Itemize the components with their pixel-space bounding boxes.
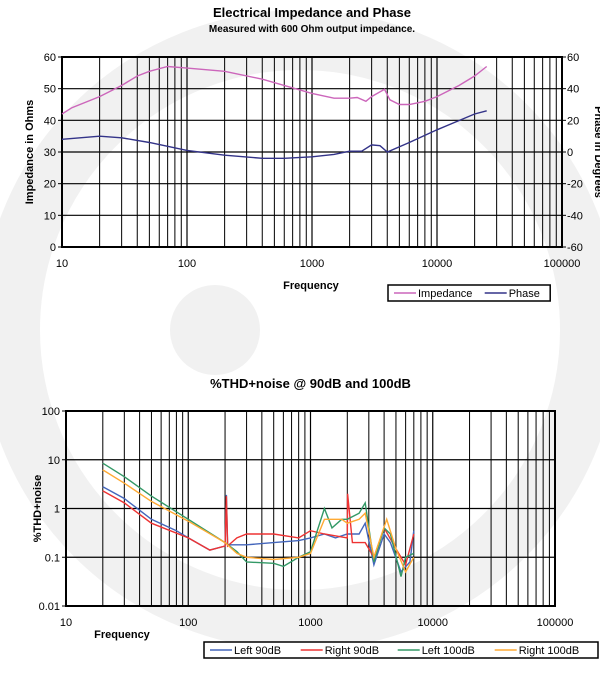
legend: Left 90dB Right 90dB Left 100dB Right 100dB — [203, 641, 599, 659]
legend-entry: Impedance — [418, 288, 472, 300]
x-tick-label: 10 — [56, 258, 68, 270]
y2-tick-label: 0 — [567, 147, 573, 159]
x-axis-label: Frequency — [283, 280, 340, 292]
y-tick-label: 30 — [44, 147, 56, 159]
y-tick-label: 0.1 — [45, 552, 60, 564]
y-tick-label: 40 — [44, 115, 56, 127]
chart-title: %THD+noise @ 90dB and 100dB — [210, 376, 411, 391]
plot-area — [61, 56, 563, 248]
y2-tick-label: -60 — [567, 242, 583, 254]
legend-entry: Phase — [509, 288, 540, 300]
y-tick-label: 0 — [50, 242, 56, 254]
plot-area — [65, 410, 556, 607]
chart-subtitle: Measured with 600 Ohm output impedance. — [209, 24, 415, 35]
series-line-phase — [61, 110, 487, 160]
x-tick-label: 1000 — [298, 617, 322, 629]
legend-box — [387, 284, 551, 302]
legend-entry: Left 90dB — [234, 645, 281, 657]
chart-0: Electrical Impedance and Phase Measured w… — [24, 5, 600, 302]
x-axis-label: Frequency — [94, 629, 151, 641]
x-tick-label: 10000 — [422, 258, 453, 270]
chart-1: %THD+noise @ 90dB and 100dB 0.01 0.1 1 10 100… — [32, 376, 599, 659]
y-tick-label: 1 — [54, 504, 60, 516]
series-line-impedance — [61, 65, 488, 115]
x-tick-label: 10 — [60, 617, 72, 629]
y2-tick-label: 40 — [567, 84, 579, 96]
y2-axis-label: Phase in Degrees — [592, 106, 600, 198]
x-tick-label: 100 — [179, 617, 197, 629]
x-tick-label: 1000 — [300, 258, 324, 270]
series-line-right-100db — [102, 469, 415, 574]
y-tick-label: 50 — [44, 84, 56, 96]
legend-entry: Right 90dB — [325, 645, 379, 657]
x-tick-label: 10000 — [417, 617, 448, 629]
y-axis-label: %THD+noise — [32, 475, 44, 543]
y-tick-label: 0.01 — [39, 601, 60, 613]
y-tick-label: 10 — [44, 210, 56, 222]
y2-tick-label: -40 — [567, 210, 583, 222]
y-tick-label: 20 — [44, 179, 56, 191]
series-line-right-90db — [102, 490, 415, 567]
y-tick-label: 10 — [48, 455, 60, 467]
x-tick-label: 100000 — [544, 258, 581, 270]
y2-tick-label: 20 — [567, 115, 579, 127]
legend-entry: Right 100dB — [519, 645, 580, 657]
y-tick-label: 100 — [42, 406, 60, 418]
y-tick-label: 60 — [44, 52, 56, 64]
y2-tick-label: 60 — [567, 52, 579, 64]
x-tick-label: 100 — [178, 258, 196, 270]
legend-entry: Left 100dB — [422, 645, 475, 657]
x-tick-label: 100000 — [537, 617, 574, 629]
chart-title: Electrical Impedance and Phase — [213, 5, 411, 20]
y-axis-label: Impedance in Ohms — [24, 100, 36, 205]
y2-tick-label: -20 — [567, 179, 583, 191]
legend: Impedance Phase — [387, 284, 551, 302]
